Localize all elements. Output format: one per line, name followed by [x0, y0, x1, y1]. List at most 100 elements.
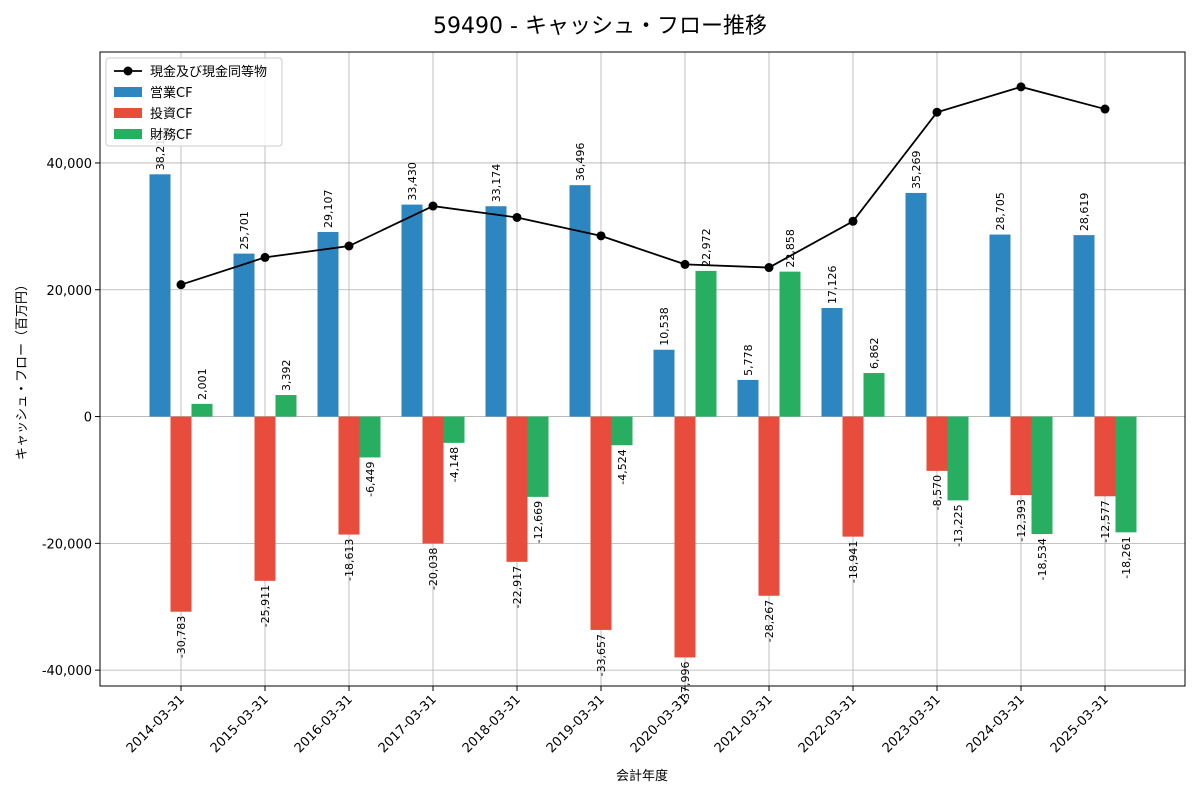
x-tick-label: 2014-03-31: [124, 692, 188, 756]
x-tick-label: 2016-03-31: [292, 692, 356, 756]
data-label: -33,657: [595, 634, 608, 676]
bar-financing: [443, 416, 465, 443]
data-label: -37,996: [679, 661, 692, 703]
x-tick-label: 2021-03-31: [712, 692, 776, 756]
cash-balance-point: [680, 259, 690, 269]
bar-investing: [338, 416, 360, 535]
bar-investing: [926, 416, 948, 471]
data-label: -18,941: [847, 541, 860, 583]
x-axis-label: 会計年度: [616, 768, 668, 784]
bar-investing: [506, 416, 528, 562]
bar-operating: [905, 192, 927, 417]
data-label: -12,577: [1099, 500, 1112, 542]
data-label: 17,126: [826, 265, 839, 304]
bar-investing: [1094, 416, 1116, 497]
cash-balance-point: [764, 263, 774, 273]
bar-operating: [485, 206, 507, 417]
data-label: 5,778: [742, 344, 755, 376]
data-label: -20,038: [427, 548, 440, 590]
bar-operating: [317, 232, 339, 417]
data-label: -28,267: [763, 600, 776, 642]
y-axis-label: キャッシュ・フロー（百万円）: [15, 278, 30, 460]
data-label: -18,534: [1036, 538, 1049, 580]
bar-operating: [821, 307, 843, 417]
data-label: 22,972: [700, 228, 713, 267]
data-label: 33,430: [406, 162, 419, 201]
bar-investing: [254, 416, 276, 581]
data-label: -25,911: [259, 585, 272, 627]
bar-financing: [947, 416, 969, 501]
x-tick-label: 2024-03-31: [964, 692, 1028, 756]
bar-investing: [590, 416, 612, 630]
data-label: -13,225: [952, 504, 965, 546]
legend-marker: [123, 66, 133, 76]
x-tick-label: 2020-03-31: [628, 692, 692, 756]
cash-balance-point: [428, 201, 438, 211]
cash-balance-point: [932, 107, 942, 117]
data-label: 28,619: [1078, 193, 1091, 232]
data-label: 35,269: [910, 150, 923, 189]
legend-label: 現金及び現金同等物: [150, 64, 267, 80]
x-tick-label: 2022-03-31: [796, 692, 860, 756]
bar-operating: [149, 174, 171, 417]
bars-layer: [149, 174, 1137, 658]
bar-financing: [695, 270, 717, 417]
data-label: 36,496: [574, 143, 587, 182]
bar-operating: [653, 349, 675, 417]
data-label: 6,862: [868, 338, 881, 370]
legend-label: 財務CF: [150, 128, 193, 143]
cash-balance-point: [176, 280, 186, 290]
legend-swatch: [114, 108, 142, 118]
legend-box: [105, 57, 283, 147]
plot-frame: [99, 51, 1186, 687]
bar-financing: [1031, 416, 1053, 535]
y-tick-label: 0: [84, 411, 92, 426]
bar-financing: [359, 416, 381, 458]
bar-operating: [989, 234, 1011, 417]
bar-financing: [779, 271, 801, 417]
data-label: 33,174: [490, 164, 503, 203]
data-label: -6,449: [364, 461, 377, 496]
bar-operating: [233, 253, 255, 417]
data-label: -22,917: [511, 566, 524, 608]
x-tick-label: 2018-03-31: [460, 692, 524, 756]
y-tick-label: -40,000: [42, 664, 92, 679]
data-label: 29,107: [322, 190, 335, 229]
bar-investing: [1010, 416, 1032, 496]
bar-investing: [842, 416, 864, 537]
bar-investing: [674, 416, 696, 658]
cash-balance-point: [344, 241, 354, 251]
bar-financing: [1115, 416, 1137, 533]
bar-financing: [611, 416, 633, 446]
cash-balance-point: [848, 216, 858, 226]
cash-balance-line: [180, 85, 1106, 286]
data-label: -8,570: [931, 475, 944, 510]
y-tick-label: 20,000: [47, 284, 93, 299]
data-label: 25,701: [238, 211, 251, 250]
x-tick-label: 2025-03-31: [1048, 692, 1112, 756]
cash-balance-point: [1100, 104, 1110, 114]
cash-balance-point: [1016, 82, 1026, 92]
legend-label: 投資CF: [150, 106, 193, 122]
line-layer: [176, 82, 1110, 290]
x-tick-label: 2017-03-31: [376, 692, 440, 756]
data-label: -18,261: [1120, 536, 1133, 578]
legend-swatch: [114, 129, 142, 139]
bar-operating: [1073, 235, 1095, 417]
x-tick-label: 2023-03-31: [880, 692, 944, 756]
data-label: -12,669: [532, 501, 545, 543]
bar-operating: [569, 185, 591, 417]
x-tick-label: 2015-03-31: [208, 692, 272, 756]
cash-balance-point: [596, 231, 606, 241]
legend-label: 営業CF: [150, 85, 193, 101]
data-label: -30,783: [175, 616, 188, 658]
data-label: -12,393: [1015, 499, 1028, 541]
y-tick-label: 40,000: [47, 157, 93, 172]
bar-financing: [275, 395, 297, 417]
chart-title: 59490 - キャッシュ・フロー推移: [433, 14, 767, 39]
cash-balance-point: [260, 252, 270, 262]
